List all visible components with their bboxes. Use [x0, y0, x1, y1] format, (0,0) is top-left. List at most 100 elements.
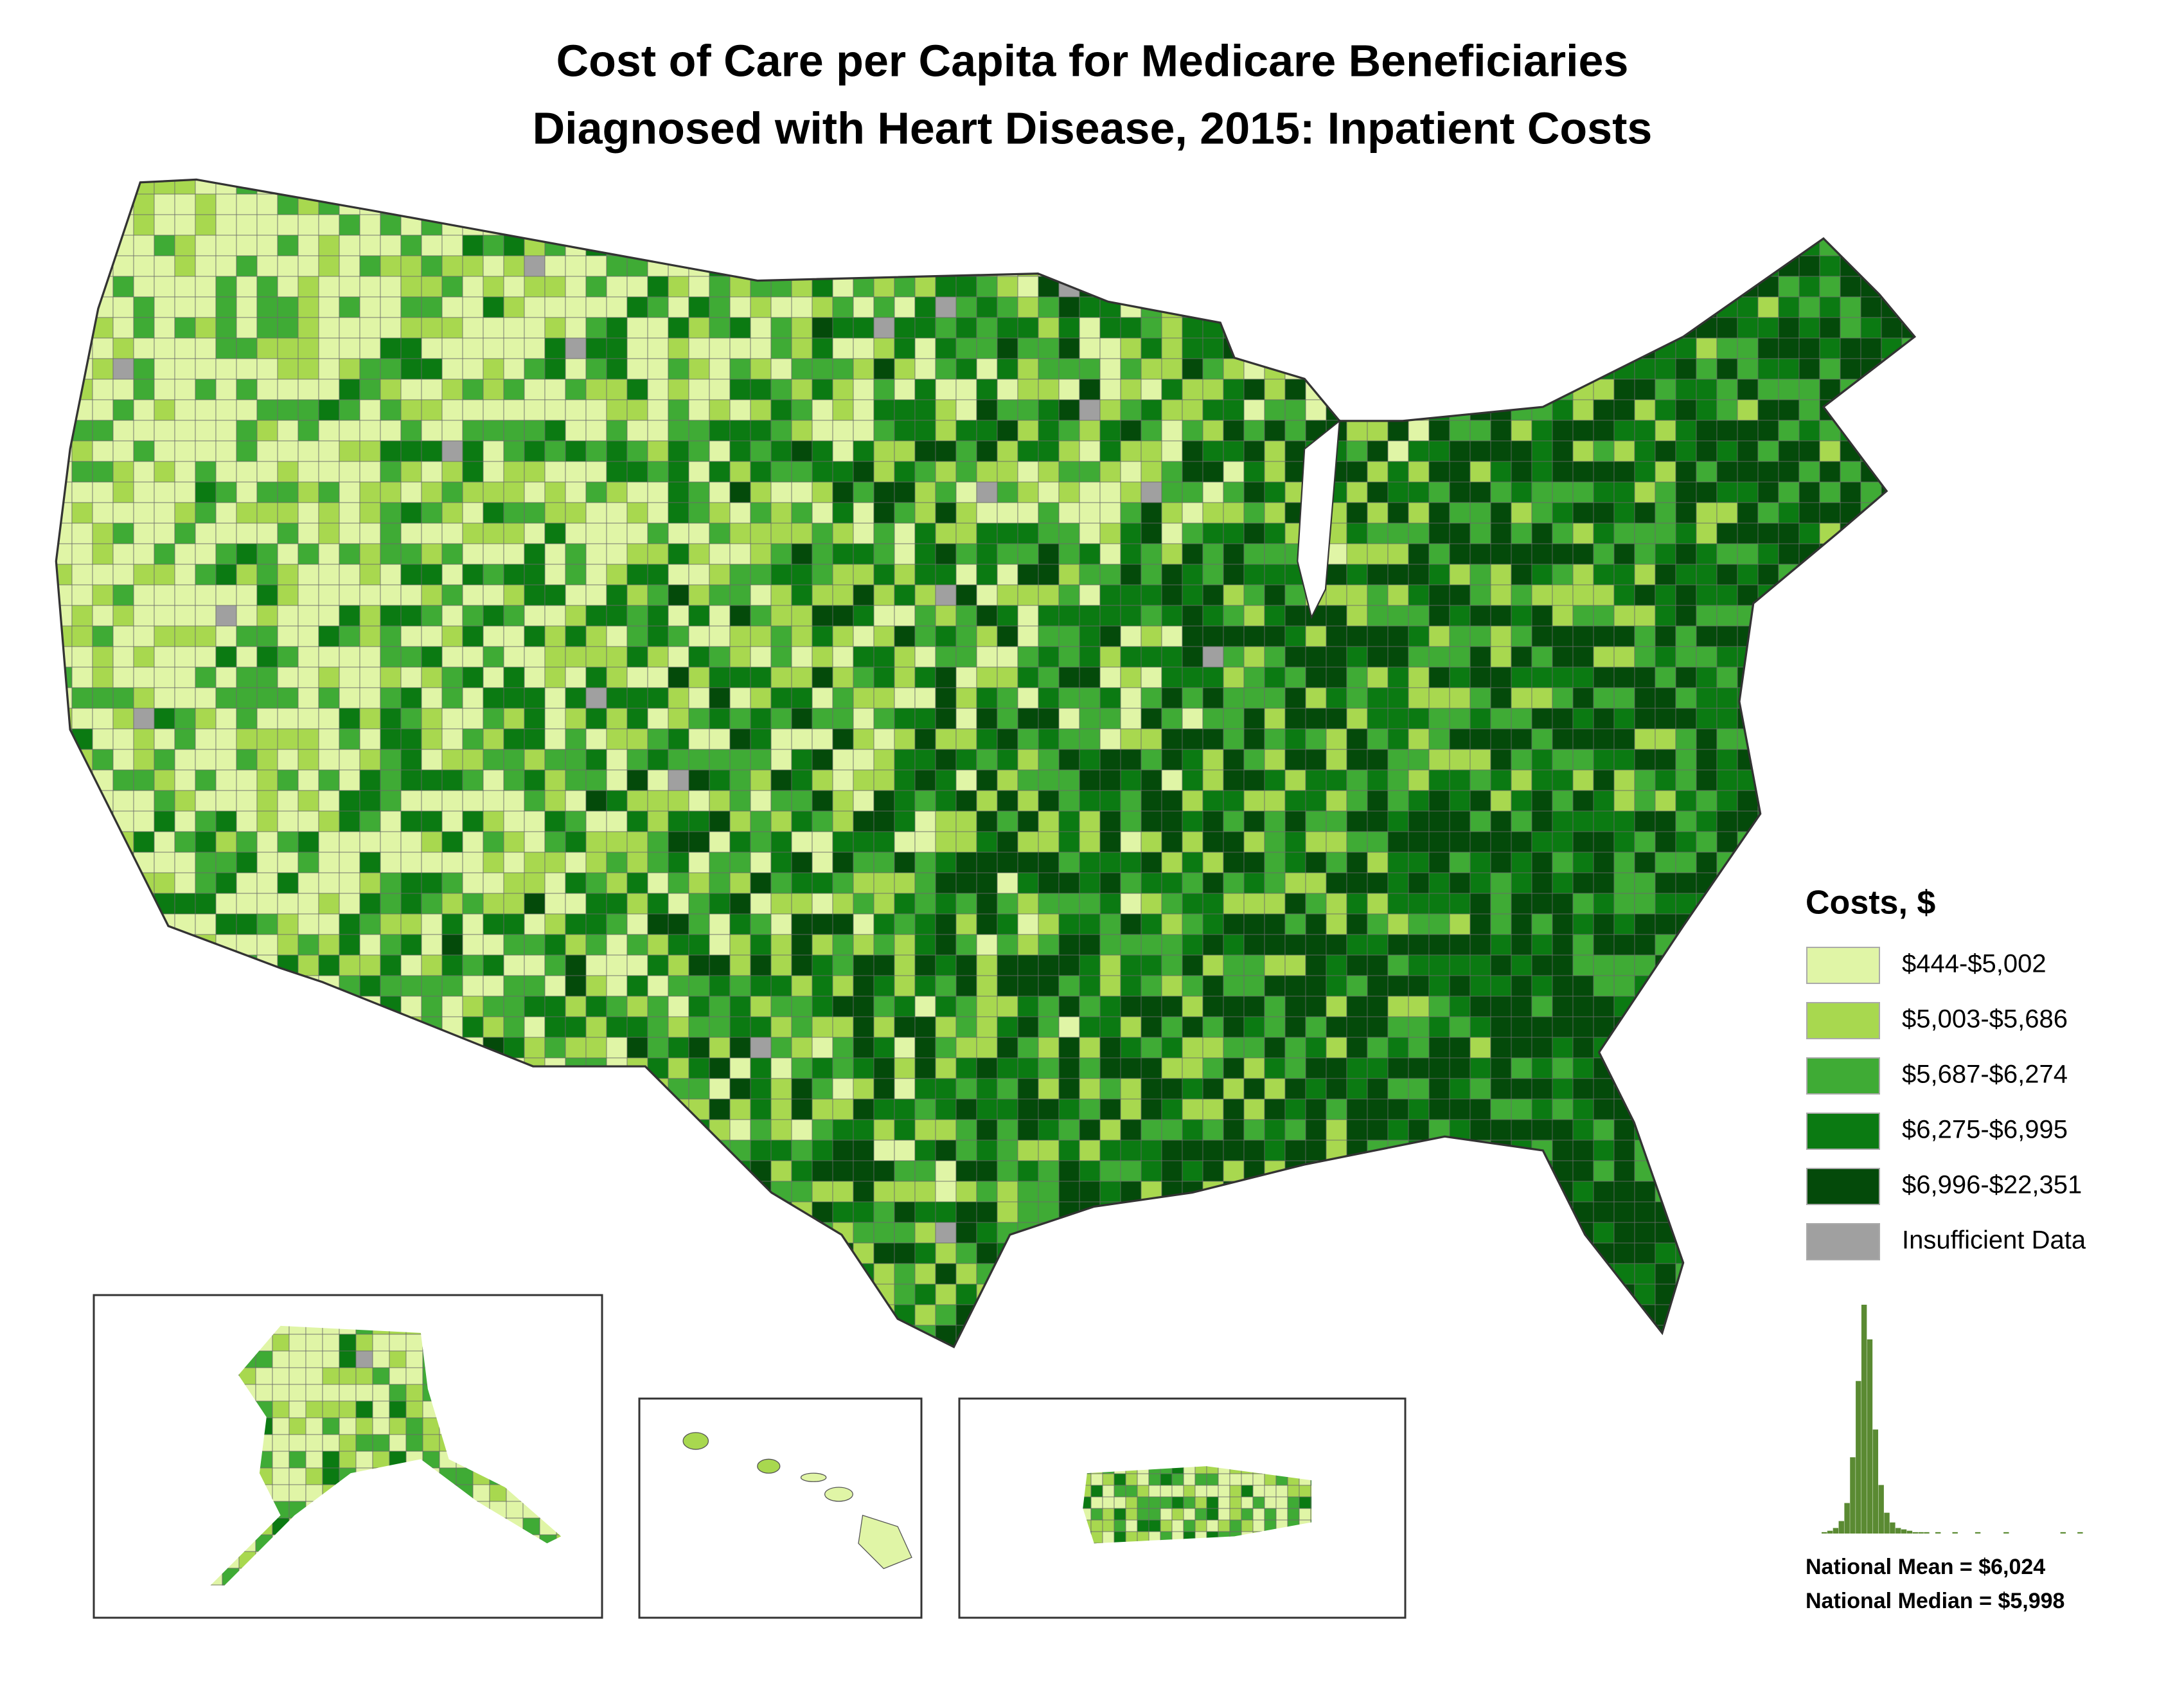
county-tile	[339, 1242, 360, 1264]
county-tile	[1737, 235, 1759, 256]
county-tile	[1901, 605, 1915, 627]
county-tile	[1141, 708, 1162, 729]
county-tile	[1408, 481, 1430, 503]
county-tile	[1038, 420, 1060, 442]
county-tile	[791, 379, 813, 400]
county-tile	[1613, 337, 1635, 359]
county-tile	[1326, 893, 1347, 915]
county-tile	[1202, 379, 1224, 400]
county-tile	[914, 317, 936, 339]
county-tile	[976, 667, 998, 688]
county-tile	[1778, 749, 1800, 771]
county-tile	[1408, 749, 1430, 771]
county-tile	[441, 420, 463, 442]
county-tile	[1408, 461, 1430, 483]
county-tile	[1613, 728, 1635, 750]
county-tile	[955, 790, 977, 812]
county-tile	[935, 728, 957, 750]
county-tile	[1264, 913, 1286, 935]
county-tile	[1182, 1160, 1203, 1182]
county-tile	[1572, 235, 1594, 256]
county-tile	[1757, 358, 1779, 380]
county-tile	[955, 810, 977, 832]
county-tile	[770, 481, 792, 503]
county-tile	[1284, 667, 1306, 688]
county-tile	[1058, 564, 1080, 586]
county-tile	[483, 255, 504, 277]
county-tile	[1552, 179, 1574, 195]
county-tile	[1223, 179, 1245, 195]
county-tile	[709, 1098, 731, 1120]
county-tile	[997, 543, 1018, 565]
county-tile	[1716, 687, 1738, 709]
county-tile	[1099, 193, 1121, 215]
county-tile	[1860, 667, 1882, 688]
county-tile	[524, 461, 546, 483]
county-tile	[112, 687, 134, 709]
county-tile	[483, 893, 504, 915]
county-tile	[1038, 872, 1060, 894]
county-tile	[1099, 1242, 1121, 1264]
county-tile	[1284, 337, 1306, 359]
county-tile	[1346, 235, 1368, 256]
county-tile	[1058, 523, 1080, 544]
county-tile	[1367, 379, 1389, 400]
county-tile	[1449, 276, 1471, 298]
county-tile	[503, 728, 525, 750]
county-tile	[1696, 1242, 1718, 1264]
county-tile	[853, 564, 874, 586]
county-tile	[1182, 193, 1203, 215]
county-tile	[1120, 564, 1142, 586]
county-tile	[1757, 1160, 1779, 1182]
county-tile	[71, 1263, 93, 1285]
county-tile	[256, 235, 278, 256]
county-tile	[195, 810, 217, 832]
county-tile	[1490, 235, 1512, 256]
county-tile	[853, 235, 874, 256]
county-tile	[1737, 1016, 1759, 1038]
county-tile	[729, 399, 751, 421]
county-tile	[1428, 954, 1450, 976]
county-tile	[1675, 358, 1697, 380]
county-tile	[1757, 667, 1779, 688]
county-tile	[750, 399, 772, 421]
county-tile	[1572, 337, 1594, 359]
county-tile	[380, 296, 402, 318]
county-tile	[154, 1078, 175, 1100]
county-tile	[729, 584, 751, 606]
county-tile	[462, 193, 484, 215]
county-tile	[71, 934, 93, 956]
county-tile	[647, 523, 669, 544]
county-tile	[1346, 728, 1368, 750]
county-tile	[1079, 379, 1101, 400]
county-tile	[112, 1140, 134, 1161]
county-tile	[1490, 934, 1512, 956]
county-tile	[1079, 893, 1101, 915]
county-tile	[1017, 687, 1039, 709]
county-tile	[1141, 193, 1162, 215]
county-tile	[1840, 214, 1861, 236]
county-tile	[71, 481, 93, 503]
county-tile	[112, 913, 134, 935]
county-tile	[1243, 1098, 1265, 1120]
county-tile	[1531, 1181, 1553, 1203]
county-tile	[1716, 1037, 1738, 1059]
county-tile	[421, 523, 443, 544]
county-tile	[1017, 934, 1039, 956]
county-tile	[1223, 1057, 1245, 1079]
county-tile	[339, 646, 360, 668]
county-tile	[1305, 954, 1327, 976]
county-tile	[1161, 1037, 1183, 1059]
county-tile	[1408, 1201, 1430, 1223]
county-tile	[1182, 1222, 1203, 1244]
county-tile	[729, 1057, 751, 1079]
county-tile	[92, 214, 114, 236]
county-tile	[770, 749, 792, 771]
county-tile	[1757, 1119, 1779, 1141]
county-tile	[606, 502, 628, 524]
county-tile	[503, 420, 525, 442]
county-tile	[462, 893, 484, 915]
county-tile	[215, 1201, 237, 1223]
county-tile	[195, 543, 217, 565]
county-tile	[1922, 544, 1943, 564]
